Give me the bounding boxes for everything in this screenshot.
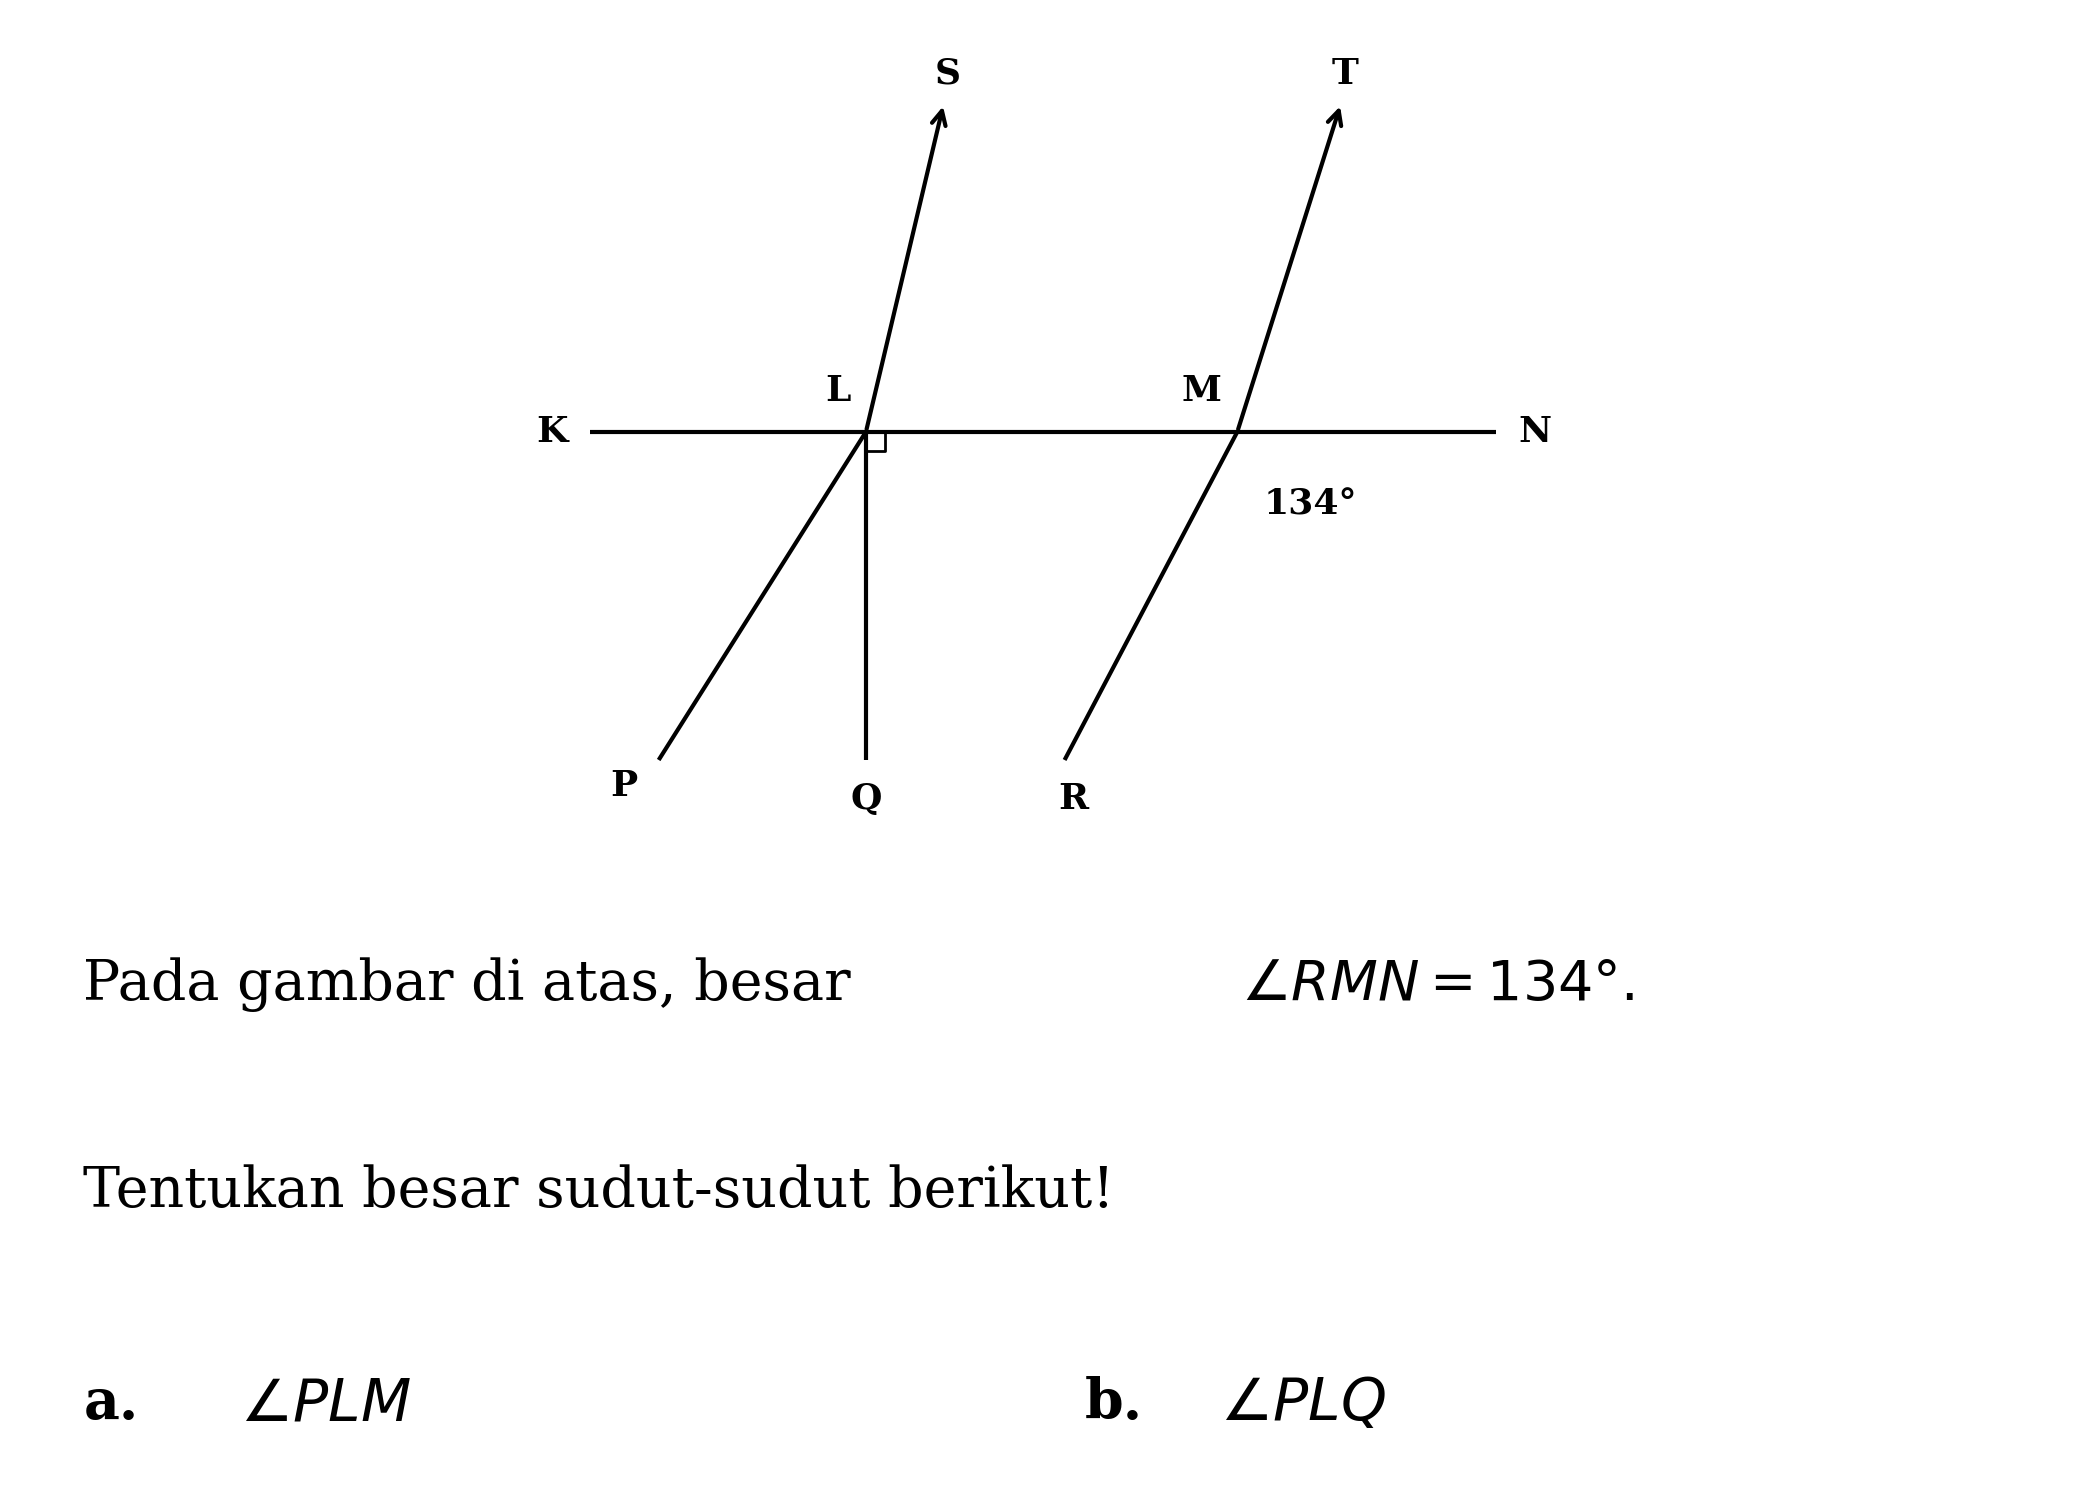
Text: N: N (1519, 415, 1552, 448)
Text: R: R (1058, 782, 1089, 816)
Text: K: K (536, 415, 567, 448)
Text: 134°: 134° (1264, 488, 1356, 523)
Text: $\angle PLQ$: $\angle PLQ$ (1220, 1376, 1385, 1432)
Text: M: M (1183, 374, 1222, 408)
Text: Q: Q (851, 782, 882, 816)
Text: a.: a. (83, 1376, 138, 1431)
Text: S: S (935, 57, 962, 91)
Text: b.: b. (1085, 1376, 1143, 1431)
Text: T: T (1331, 57, 1358, 91)
Text: Pada gambar di atas, besar: Pada gambar di atas, besar (83, 957, 868, 1013)
Text: $\angle PLM$: $\angle PLM$ (240, 1376, 411, 1432)
Text: L: L (826, 374, 851, 408)
Text: Tentukan besar sudut-sudut berikut!: Tentukan besar sudut-sudut berikut! (83, 1164, 1114, 1218)
Text: $\angle RMN = 134°.$: $\angle RMN = 134°.$ (1241, 957, 1633, 1013)
Text: P: P (609, 768, 636, 803)
